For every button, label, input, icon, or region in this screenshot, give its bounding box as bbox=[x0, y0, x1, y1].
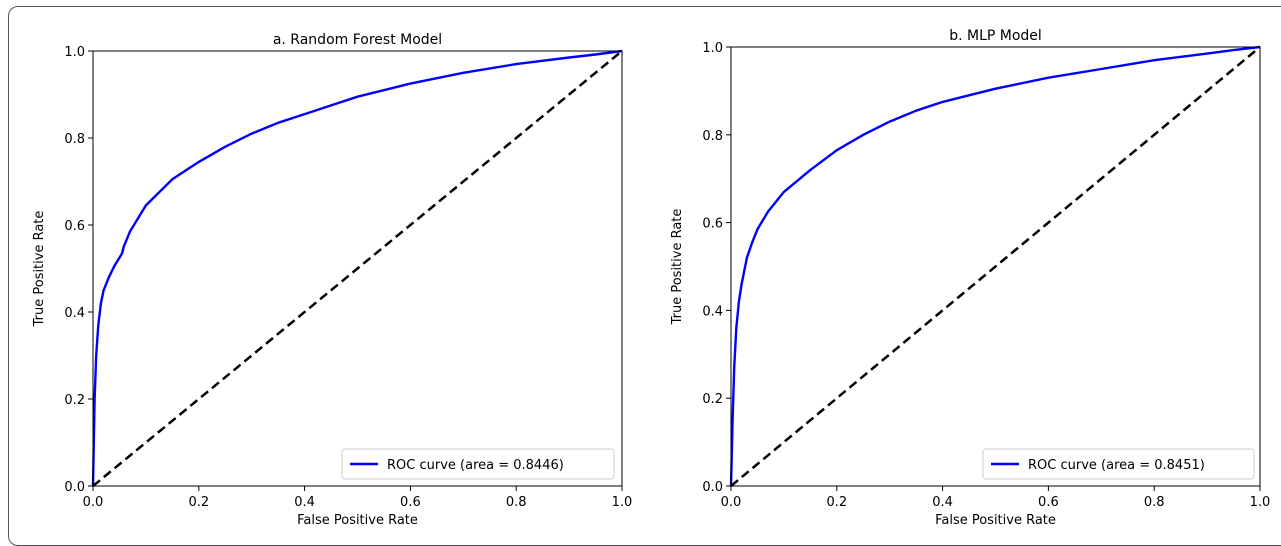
legend-box bbox=[982, 448, 1255, 480]
x-tick-label: 0.0 bbox=[83, 495, 104, 510]
x-tick-label: 1.0 bbox=[612, 495, 633, 510]
x-tick-label: 0.6 bbox=[1038, 495, 1059, 510]
chart-title: a. Random Forest Model bbox=[273, 32, 442, 48]
x-tick-label: 1.0 bbox=[1250, 495, 1271, 510]
y-tick-label: 0.8 bbox=[64, 132, 85, 147]
y-tick-label: 0.4 bbox=[64, 306, 85, 321]
y-tick-label: 0.2 bbox=[702, 392, 723, 407]
y-axis-label: True Positive Rate bbox=[32, 211, 47, 328]
y-tick-label: 1.0 bbox=[702, 41, 723, 56]
panel-mlp: b. MLP Model False Positive Rate True Po… bbox=[670, 28, 1270, 528]
x-tick-label: 0.2 bbox=[826, 495, 847, 510]
x-axis-label: False Positive Rate bbox=[935, 513, 1056, 528]
x-axis-label: False Positive Rate bbox=[297, 513, 418, 528]
legend-box bbox=[341, 448, 615, 480]
x-tick-label: 0.2 bbox=[188, 495, 209, 510]
chance-diagonal-line bbox=[730, 46, 1261, 487]
panel-random-forest: a. Random Forest Model False Positive Ra… bbox=[32, 32, 632, 528]
plot-frame bbox=[92, 50, 623, 487]
y-tick-label: 0.0 bbox=[64, 480, 85, 495]
chart-title: b. MLP Model bbox=[949, 28, 1042, 44]
x-tick-label: 0.6 bbox=[400, 495, 421, 510]
y-tick-label: 0.6 bbox=[64, 219, 85, 234]
y-tick-label: 1.0 bbox=[64, 45, 85, 60]
y-tick-label: 0.2 bbox=[64, 393, 85, 408]
y-axis-label: True Positive Rate bbox=[670, 209, 685, 326]
x-tick-label: 0.0 bbox=[721, 495, 742, 510]
legend-entry-label: ROC curve (area = 0.8451) bbox=[1028, 458, 1205, 473]
chance-diagonal-line bbox=[92, 50, 623, 487]
legend-entry-label: ROC curve (area = 0.8446) bbox=[387, 458, 564, 473]
y-tick-label: 0.4 bbox=[702, 304, 723, 319]
plot-frame bbox=[730, 46, 1261, 487]
y-tick-label: 0.8 bbox=[702, 129, 723, 144]
x-tick-label: 0.4 bbox=[294, 495, 315, 510]
x-tick-label: 0.8 bbox=[506, 495, 527, 510]
x-tick-label: 0.4 bbox=[932, 495, 953, 510]
y-tick-label: 0.6 bbox=[702, 217, 723, 232]
y-tick-label: 0.0 bbox=[702, 480, 723, 495]
roc-curve-line bbox=[91, 49, 623, 487]
roc-curve-line bbox=[729, 45, 1261, 487]
x-tick-label: 0.8 bbox=[1144, 495, 1165, 510]
roc-figure: a. Random Forest Model False Positive Ra… bbox=[32, 28, 1270, 528]
